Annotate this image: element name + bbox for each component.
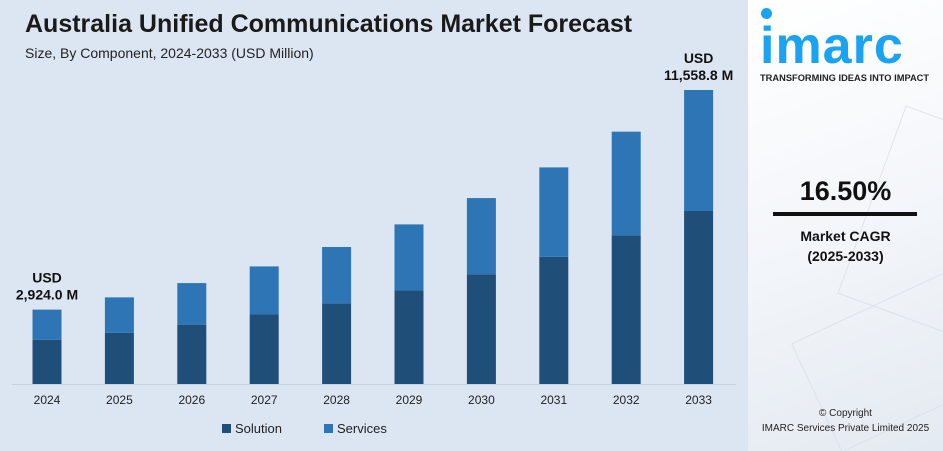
x-tick-label: 2033 (685, 393, 712, 407)
bar-services-2031 (539, 167, 569, 257)
x-tick-label: 2029 (396, 393, 423, 407)
bar-services-2025 (104, 297, 134, 333)
bar-solution-2031 (539, 256, 569, 384)
chart-panel: Australia Unified Communications Market … (12, 10, 736, 436)
legend-label-services: Services (336, 421, 387, 436)
cagr-period: (2025-2033) (807, 248, 884, 264)
bar-solution-2028 (322, 303, 352, 384)
logo-tagline: TRANSFORMING IDEAS INTO IMPACT (760, 73, 930, 83)
x-tick-label: 2024 (34, 393, 61, 407)
legend-label-solution: Solution (235, 421, 282, 436)
chart-subtitle: Size, By Component, 2024-2033 (USD Milli… (25, 45, 314, 61)
side-panel: imarc TRANSFORMING IDEAS INTO IMPACT 16.… (748, 0, 943, 451)
bar-solution-2029 (394, 290, 424, 384)
bar-solution-2033 (684, 210, 714, 384)
bar-solution-2030 (466, 274, 496, 384)
x-tick-label: 2025 (106, 393, 133, 407)
bar-services-2032 (611, 131, 641, 236)
cagr-label-block: Market CAGR (2025-2033) (748, 226, 943, 266)
bar-solution-2025 (104, 332, 134, 384)
x-tick-label: 2027 (251, 393, 278, 407)
x-tick-label: 2026 (178, 393, 205, 407)
bar-services-2030 (466, 198, 496, 275)
bar-services-2026 (177, 283, 207, 325)
copyright-block: © Copyright IMARC Services Private Limit… (748, 406, 943, 436)
chart-title: Australia Unified Communications Market … (25, 10, 633, 38)
x-tick-label: 2030 (468, 393, 495, 407)
legend-item-solution: Solution (222, 421, 282, 436)
data-label-2033: 11,558.8 M (664, 67, 733, 83)
company-name: IMARC Services Private Limited 2025 (761, 423, 930, 434)
x-tick-label: 2028 (323, 393, 350, 407)
bar-solution-2024 (32, 339, 62, 384)
legend-swatch-services (323, 424, 333, 433)
legend-item-services: Services (323, 421, 387, 436)
x-tick-label: 2031 (540, 393, 567, 407)
bar-services-2027 (249, 266, 279, 315)
x-tick-label: 2032 (613, 393, 640, 407)
cagr-divider (773, 212, 917, 216)
bar-solution-2027 (249, 314, 279, 384)
copyright: © Copyright (819, 408, 872, 419)
bar-services-2029 (394, 224, 424, 291)
cagr-value: 16.50% (799, 176, 892, 206)
legend-swatch-solution (222, 424, 231, 433)
data-label-2033: USD (684, 50, 714, 66)
bar-solution-2026 (177, 324, 207, 384)
bar-chart: 2024 2025 2026 2027 2028 2029 2030 2031 2032 2033… (12, 50, 736, 407)
legend: Solution Services (222, 421, 387, 436)
bar-services-2024 (32, 309, 62, 340)
bar-solution-2032 (611, 235, 641, 384)
imarc-logo: imarc (760, 17, 904, 75)
cagr-label: Market CAGR (800, 228, 891, 244)
data-label-2024: USD (32, 270, 62, 286)
bar-services-2028 (322, 247, 352, 304)
bar-services-2033 (684, 90, 714, 211)
data-label-2024: 2,924.0 M (16, 287, 78, 303)
logo-dot (761, 8, 772, 19)
